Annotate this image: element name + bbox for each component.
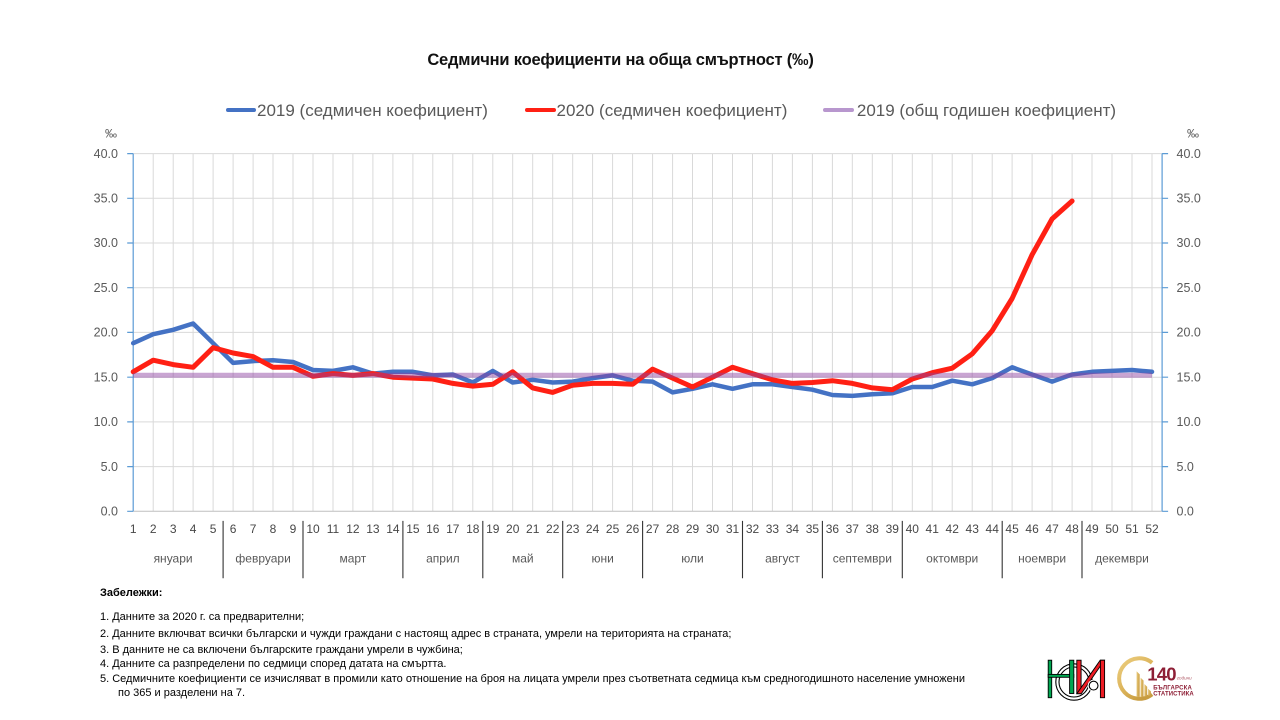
svg-text:15.0: 15.0 — [1177, 370, 1201, 384]
svg-text:41: 41 — [926, 522, 940, 536]
svg-text:5.0: 5.0 — [1177, 460, 1194, 474]
svg-text:27: 27 — [646, 522, 660, 536]
svg-text:40.0: 40.0 — [94, 147, 118, 161]
svg-text:5.0: 5.0 — [101, 460, 118, 474]
svg-text:15.0: 15.0 — [94, 370, 118, 384]
svg-text:11: 11 — [327, 522, 340, 536]
svg-text:26: 26 — [626, 522, 640, 536]
svg-text:34: 34 — [786, 522, 800, 536]
svg-text:25: 25 — [606, 522, 620, 536]
svg-text:8: 8 — [270, 522, 277, 536]
svg-text:10: 10 — [306, 522, 320, 536]
svg-text:19: 19 — [486, 522, 500, 536]
svg-text:20.0: 20.0 — [94, 326, 118, 340]
svg-text:20: 20 — [506, 522, 520, 536]
svg-text:50: 50 — [1105, 522, 1119, 536]
svg-text:23: 23 — [566, 522, 580, 536]
svg-text:0.0: 0.0 — [1177, 505, 1194, 519]
svg-text:март: март — [339, 552, 366, 566]
svg-text:юни: юни — [592, 552, 614, 566]
svg-text:1: 1 — [130, 522, 137, 536]
svg-text:40: 40 — [906, 522, 920, 536]
svg-text:25.0: 25.0 — [94, 281, 118, 295]
svg-text:18: 18 — [466, 522, 480, 536]
svg-text:април: април — [426, 552, 460, 566]
svg-text:52: 52 — [1145, 522, 1159, 536]
svg-text:42: 42 — [946, 522, 960, 536]
svg-text:22: 22 — [546, 522, 560, 536]
svg-text:20.0: 20.0 — [1177, 326, 1201, 340]
svg-text:2: 2 — [150, 522, 157, 536]
svg-text:30.0: 30.0 — [1177, 236, 1201, 250]
svg-text:0.0: 0.0 — [101, 505, 118, 519]
svg-text:5: 5 — [210, 522, 217, 536]
svg-text:39: 39 — [886, 522, 900, 536]
svg-text:16: 16 — [426, 522, 440, 536]
svg-text:15: 15 — [406, 522, 420, 536]
svg-text:май: май — [512, 552, 534, 566]
svg-text:7: 7 — [250, 522, 257, 536]
svg-text:6: 6 — [230, 522, 237, 536]
svg-text:35.0: 35.0 — [1177, 192, 1201, 206]
svg-text:140: 140 — [1147, 663, 1176, 684]
svg-text:години: години — [1177, 675, 1192, 680]
svg-text:ноември: ноември — [1018, 552, 1066, 566]
svg-text:СТАТИСТИКА: СТАТИСТИКА — [1153, 692, 1194, 698]
svg-text:28: 28 — [666, 522, 680, 536]
svg-text:46: 46 — [1025, 522, 1039, 536]
svg-text:45: 45 — [1005, 522, 1019, 536]
svg-text:49: 49 — [1085, 522, 1099, 536]
svg-text:35.0: 35.0 — [94, 192, 118, 206]
svg-text:3: 3 — [170, 522, 177, 536]
svg-text:10.0: 10.0 — [1177, 415, 1201, 429]
svg-text:36: 36 — [826, 522, 840, 536]
svg-text:40.0: 40.0 — [1177, 147, 1201, 161]
svg-text:43: 43 — [966, 522, 980, 536]
svg-text:14: 14 — [386, 522, 400, 536]
svg-text:БЪЛГАРСКА: БЪЛГАРСКА — [1153, 685, 1192, 691]
svg-text:октомври: октомври — [926, 552, 978, 566]
svg-text:юли: юли — [681, 552, 703, 566]
svg-text:32: 32 — [746, 522, 760, 536]
svg-text:44: 44 — [986, 522, 1000, 536]
svg-text:21: 21 — [526, 522, 540, 536]
svg-text:‰: ‰ — [1187, 127, 1199, 141]
svg-text:януари: януари — [154, 552, 193, 566]
svg-text:31: 31 — [726, 522, 740, 536]
svg-text:август: август — [765, 552, 800, 566]
svg-text:30.0: 30.0 — [94, 236, 118, 250]
svg-text:4: 4 — [190, 522, 197, 536]
svg-text:9: 9 — [290, 522, 297, 536]
svg-text:35: 35 — [806, 522, 820, 536]
svg-text:48: 48 — [1065, 522, 1079, 536]
svg-text:51: 51 — [1125, 522, 1139, 536]
svg-text:24: 24 — [586, 522, 600, 536]
svg-text:29: 29 — [686, 522, 700, 536]
svg-text:38: 38 — [866, 522, 880, 536]
svg-text:12: 12 — [346, 522, 360, 536]
svg-text:33: 33 — [766, 522, 780, 536]
svg-text:25.0: 25.0 — [1177, 281, 1201, 295]
svg-text:февруари: февруари — [235, 552, 290, 566]
svg-text:17: 17 — [446, 522, 460, 536]
svg-text:37: 37 — [846, 522, 860, 536]
svg-text:декември: декември — [1095, 552, 1149, 566]
svg-text:септември: септември — [833, 552, 892, 566]
svg-text:47: 47 — [1045, 522, 1059, 536]
svg-text:‰: ‰ — [105, 127, 117, 141]
svg-text:30: 30 — [706, 522, 720, 536]
svg-text:10.0: 10.0 — [94, 415, 118, 429]
svg-text:13: 13 — [366, 522, 380, 536]
